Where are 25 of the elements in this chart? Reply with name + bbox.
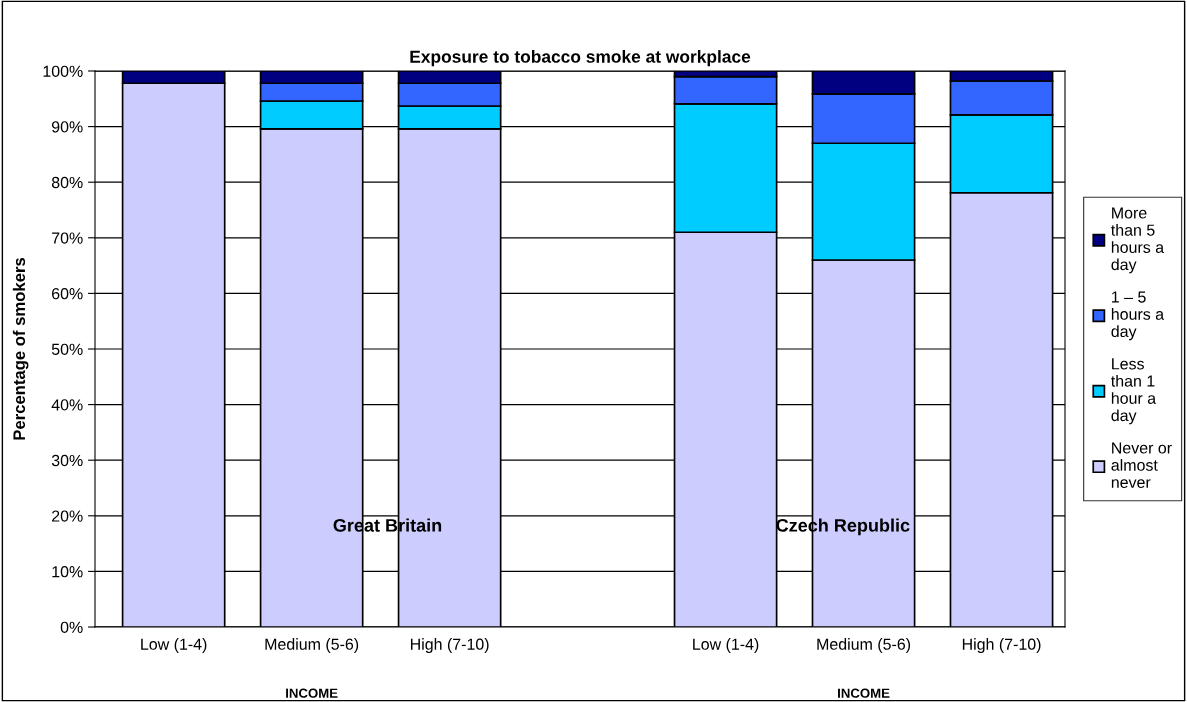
legend-label: 1 – 5 hours a day xyxy=(1111,291,1165,341)
y-tick-label: 30% xyxy=(51,454,83,467)
x-tick-label: Medium (5-6) xyxy=(265,638,359,653)
y-tick-label: 10% xyxy=(52,566,83,578)
legend-label: Less than 1 hour a day xyxy=(1111,358,1157,425)
y-axis-title: Percentage of smokers xyxy=(12,257,29,440)
y-tick-label: 80% xyxy=(51,176,83,189)
y-tick-label: 90% xyxy=(51,121,83,133)
x-tick-label: Low (1-4) xyxy=(141,638,207,653)
chart-title: Exposure to tobacco smoke at workplace xyxy=(410,50,751,67)
y-tick-label: 0% xyxy=(60,621,83,633)
x-tick-label: High (7-10) xyxy=(410,638,489,653)
text: INCOME xyxy=(286,688,338,698)
y-tick-label: 60% xyxy=(52,288,83,300)
y-tick-label: 50% xyxy=(51,343,83,355)
y-tick-label: 100% xyxy=(43,65,83,77)
y-tick-label: 40% xyxy=(51,399,83,411)
text: INCOME xyxy=(838,688,890,698)
y-tick-label: 20% xyxy=(52,510,83,522)
x-tick-label: High (7-10) xyxy=(962,638,1041,653)
y-tick-label: 70% xyxy=(52,232,83,244)
legend-label: More than 5 hours a day xyxy=(1111,207,1165,274)
x-tick-label: Medium (5-6) xyxy=(817,638,911,653)
legend-label: Never or almost never xyxy=(1111,442,1172,488)
x-tick-label: Low (1-4) xyxy=(693,638,759,653)
